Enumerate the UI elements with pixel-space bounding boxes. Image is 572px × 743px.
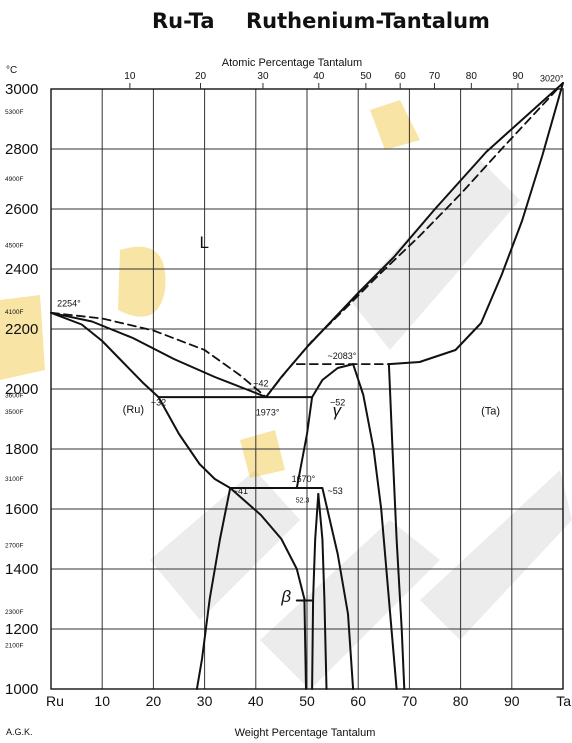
boundary-beta-left-upper	[229, 487, 306, 600]
region-label-1: (Ru)	[123, 404, 144, 416]
annotation-10: ~53	[327, 486, 342, 496]
boundary-gamma-right-solvus	[352, 363, 398, 690]
y-tick-c-6: 1800	[5, 441, 38, 458]
top-tick-label-0: 10	[124, 71, 136, 82]
annotation-9: 52.3	[296, 497, 310, 504]
y-tick-c-9: 1200	[5, 621, 38, 638]
y-tick-c-10: 1000	[5, 681, 38, 698]
phase-region-labels: L (Ru) γ (Ta) β	[123, 233, 500, 606]
boundary-beta-apex-right	[317, 493, 328, 690]
y-tick-f-3: 4100F	[5, 309, 23, 316]
x-tick-label-4: 40	[248, 693, 264, 709]
boundary-gamma-beta-right	[295, 487, 355, 690]
y-tick-c-2: 2600	[5, 201, 38, 218]
left-axis-fahrenheit-ticks: 5300F 4900F 4500F 4100F 3600F 3500F 3100F 2700F…	[5, 109, 23, 649]
annotation-7: 1670°	[292, 474, 316, 484]
boundary-liquidus-ru	[50, 311, 267, 399]
top-tick-label-6: 70	[429, 71, 441, 82]
y-tick-f-4: 3600F	[5, 392, 23, 399]
x-tick-label-0: Ru	[46, 693, 64, 709]
annotation-4: ~32	[151, 398, 166, 408]
y-tick-c-8: 1400	[5, 561, 38, 578]
diagram-title: Ruthenium-Tantalum	[246, 9, 490, 33]
bottom-axis-title: Weight Percentage Tantalum	[235, 727, 376, 739]
boundary-solidus-ru	[50, 311, 160, 399]
annotation-2: ~2083°	[327, 351, 356, 361]
y-tick-c-4: 2200	[5, 321, 38, 338]
annotation-3: ~42	[253, 379, 268, 389]
annotation-0: 2254°	[57, 299, 81, 309]
y-tick-f-6: 3100F	[5, 476, 23, 483]
y-tick-c-5: 2000	[5, 381, 38, 398]
boundary-beta-apex-left	[311, 493, 320, 690]
top-tick-label-8: 90	[512, 71, 524, 82]
boundary-gamma-dashed-upper	[265, 82, 564, 398]
region-label-2: γ	[333, 401, 343, 420]
annotation-5: 1973°	[256, 407, 280, 417]
y-axis-unit: °C	[6, 65, 17, 76]
top-tick-label-7: 80	[466, 71, 478, 82]
top-axis-ticks: 10 20 30 40 50 60 70 80 90	[124, 71, 524, 89]
y-tick-c-3: 2400	[5, 261, 38, 278]
x-tick-label-2: 20	[146, 693, 162, 709]
x-tick-label-6: 60	[350, 693, 366, 709]
boundary-solidus-gamma-left	[311, 363, 355, 399]
y-tick-f-7: 2700F	[5, 542, 23, 549]
y-tick-f-8: 2300F	[5, 609, 23, 616]
x-tick-label-8: 80	[453, 693, 469, 709]
y-tick-f-2: 4500F	[5, 242, 23, 249]
region-label-0: L	[199, 233, 208, 252]
y-tick-f-1: 4900F	[5, 176, 23, 183]
top-tick-label-3: 40	[313, 71, 325, 82]
y-tick-c-7: 1600	[5, 501, 38, 518]
region-label-3: (Ta)	[481, 406, 500, 418]
bottom-axis-ticks: Ru 10 20 30 40 50 60 70 80 90 Ta	[46, 693, 571, 709]
region-label-4: β	[280, 587, 291, 606]
boundary-beta-left	[303, 598, 307, 690]
phase-boundaries	[50, 82, 564, 690]
x-tick-label-9: 90	[504, 693, 520, 709]
author-initials: A.G.K.	[6, 727, 33, 737]
boundary-ru-solvus-upper	[157, 396, 232, 489]
boundary-ta-solidus	[387, 82, 564, 366]
x-tick-label-5: 50	[299, 693, 315, 709]
x-tick-label-7: 70	[402, 693, 418, 709]
top-tick-label-5: 60	[395, 71, 407, 82]
boundary-ta-solvus	[387, 363, 406, 690]
left-axis-celsius-ticks: 3000 2800 2600 2400 2200 2000 1800 1600 1400 1200…	[5, 81, 38, 698]
y-tick-f-5: 3500F	[5, 409, 23, 416]
top-tick-label-2: 30	[257, 71, 269, 82]
top-tick-label-4: 50	[360, 71, 372, 82]
boundary-liquidus-dashed-ru	[50, 311, 267, 398]
x-tick-label-10: Ta	[556, 693, 571, 709]
annotation-6: ~52	[330, 398, 345, 408]
top-tick-label-1: 20	[195, 71, 207, 82]
boundary-ru-solvus-lower	[195, 487, 232, 690]
annotation-1: 3020°	[540, 74, 564, 84]
top-axis-title: Atomic Percentage Tantalum	[222, 57, 362, 69]
y-tick-f-0: 5300F	[5, 109, 23, 116]
x-tick-label-1: 10	[94, 693, 110, 709]
x-tick-label-3: 30	[197, 693, 213, 709]
y-tick-f-9: 2100F	[5, 642, 23, 649]
point-annotations: 2254° 3020° ~2083° ~42 ~32 1973° ~52 1670° ~41 52…	[57, 74, 564, 505]
y-tick-c-0: 3000	[5, 81, 38, 98]
annotation-8: ~41	[233, 486, 248, 496]
y-tick-c-1: 2800	[5, 141, 38, 158]
diagram-formula: Ru-Ta	[152, 9, 215, 33]
boundary-gamma-left-solvus	[295, 396, 314, 489]
